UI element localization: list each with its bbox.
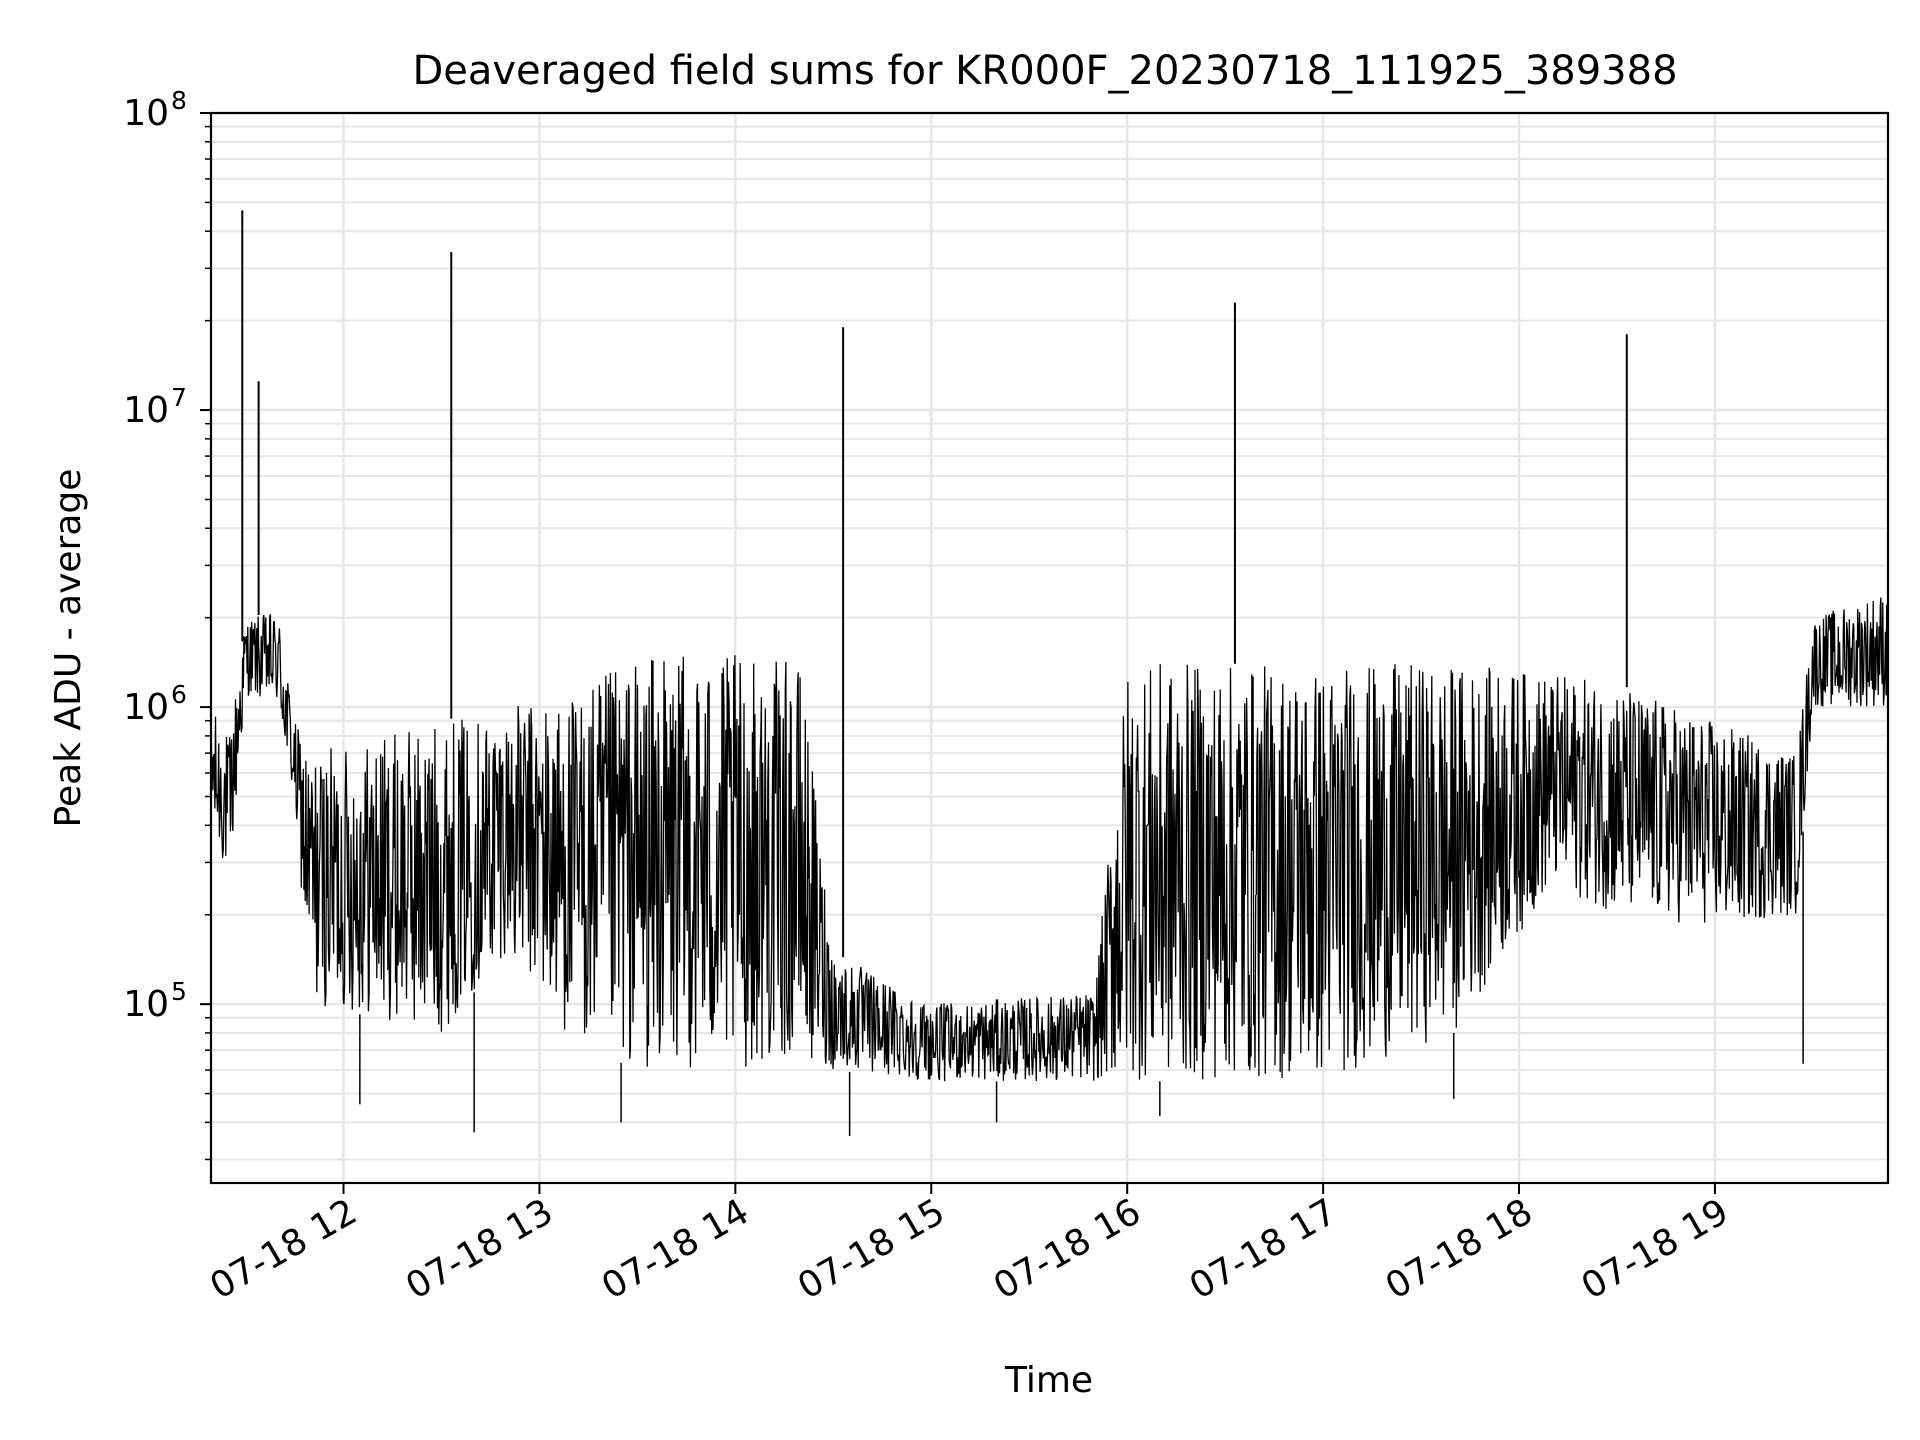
- series-line: [210, 597, 1889, 1082]
- x-tick-label: 07-18 18: [1379, 1191, 1540, 1307]
- data-series: [210, 150, 1889, 1136]
- grid: [211, 111, 1888, 1183]
- x-tick-label: 07-18 16: [987, 1191, 1148, 1307]
- y-tick-label: 10: [123, 93, 169, 134]
- x-tick-label: 07-18 12: [203, 1191, 364, 1307]
- y-tick-exponent: 5: [171, 977, 187, 1006]
- x-axis-label: Time: [1004, 1360, 1093, 1401]
- y-tick-label: 10: [123, 390, 169, 431]
- x-tick-label: 07-18 14: [595, 1191, 756, 1307]
- plot-frame: [209, 111, 1890, 1185]
- x-tick-label: 07-18 15: [791, 1191, 952, 1307]
- chart-title: Deaveraged field sums for KR000F_2023071…: [412, 48, 1677, 94]
- x-tick-label: 07-18 17: [1183, 1191, 1344, 1307]
- y-tick-exponent: 8: [171, 86, 187, 115]
- y-tick-label: 10: [123, 984, 169, 1025]
- y-tick-exponent: 6: [171, 680, 187, 709]
- x-tick-label: 07-18 19: [1575, 1191, 1736, 1307]
- x-tick-label: 07-18 13: [399, 1191, 560, 1307]
- y-tick-label: 10: [123, 687, 169, 728]
- y-axis-label: Peak ADU - average: [48, 469, 89, 828]
- y-tick-exponent: 7: [171, 383, 187, 412]
